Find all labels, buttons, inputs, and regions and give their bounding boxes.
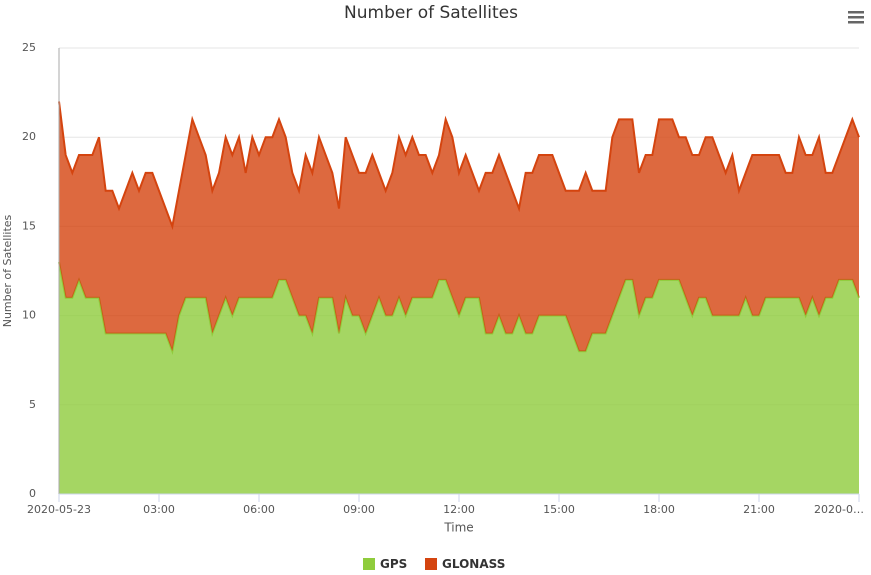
legend: GPS GLONASS — [363, 557, 505, 571]
y-tick-label: 0 — [29, 487, 36, 500]
x-tick-label: 2020-0… — [814, 503, 864, 516]
legend-label: GLONASS — [442, 557, 505, 571]
y-tick-label: 25 — [22, 41, 36, 54]
y-tick-label: 5 — [29, 398, 36, 411]
legend-swatch — [425, 558, 437, 570]
menu-bar — [848, 21, 864, 24]
y-tick-label: 20 — [22, 130, 36, 143]
x-tick-label: 18:00 — [643, 503, 675, 516]
area-fill — [59, 101, 859, 352]
x-tick-label: 06:00 — [243, 503, 275, 516]
menu-bar — [848, 16, 864, 19]
area-fill — [59, 262, 859, 494]
chart-title: Number of Satellites — [344, 3, 518, 23]
menu-bar — [848, 11, 864, 14]
legend-label: GPS — [380, 557, 407, 571]
x-tick-label: 21:00 — [743, 503, 775, 516]
y-tick-label: 15 — [22, 219, 36, 232]
x-axis-title: Time — [443, 521, 473, 535]
area-line — [58, 101, 860, 231]
menu-button[interactable] — [847, 9, 865, 25]
x-tick-label: 2020-05-23 — [27, 503, 91, 516]
y-axis-title: Number of Satellites — [1, 214, 14, 327]
x-tick-label: 15:00 — [543, 503, 575, 516]
legend-swatch — [363, 558, 375, 570]
y-tick-label: 10 — [22, 309, 36, 322]
x-tick-label: 03:00 — [143, 503, 175, 516]
x-tick-label: 09:00 — [343, 503, 375, 516]
x-tick-label: 12:00 — [443, 503, 475, 516]
